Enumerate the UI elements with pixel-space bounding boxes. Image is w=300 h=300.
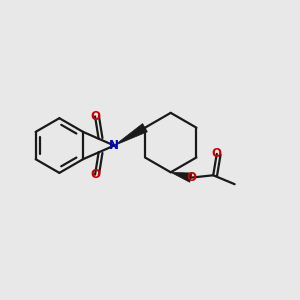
Text: N: N — [109, 139, 119, 152]
Text: O: O — [212, 147, 222, 161]
Polygon shape — [171, 172, 192, 182]
Polygon shape — [114, 124, 147, 146]
Text: O: O — [186, 171, 196, 184]
Text: O: O — [90, 168, 100, 181]
Text: O: O — [90, 110, 100, 123]
